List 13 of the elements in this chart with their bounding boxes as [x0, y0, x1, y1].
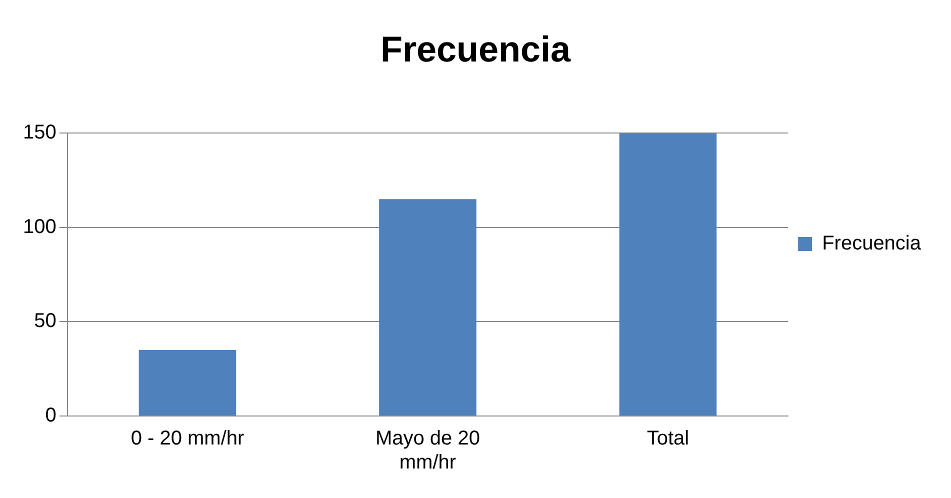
bar: [138, 350, 236, 416]
category-label: 0 - 20 mm/hr: [130, 428, 244, 450]
category-label: mm/hr: [399, 452, 456, 474]
y-tick-label: 0: [45, 404, 56, 427]
y-tick-label: 50: [34, 310, 56, 332]
y-tick-label: 100: [22, 216, 56, 238]
bar: [379, 199, 476, 416]
y-tick-label: 150: [22, 122, 56, 144]
category-label: Total: [646, 428, 690, 450]
category-label: Mayo de 20: [375, 428, 480, 450]
chart-title: Frecuencia: [380, 28, 572, 70]
bar: [619, 133, 717, 416]
legend-label: Frecuencia: [822, 232, 922, 255]
